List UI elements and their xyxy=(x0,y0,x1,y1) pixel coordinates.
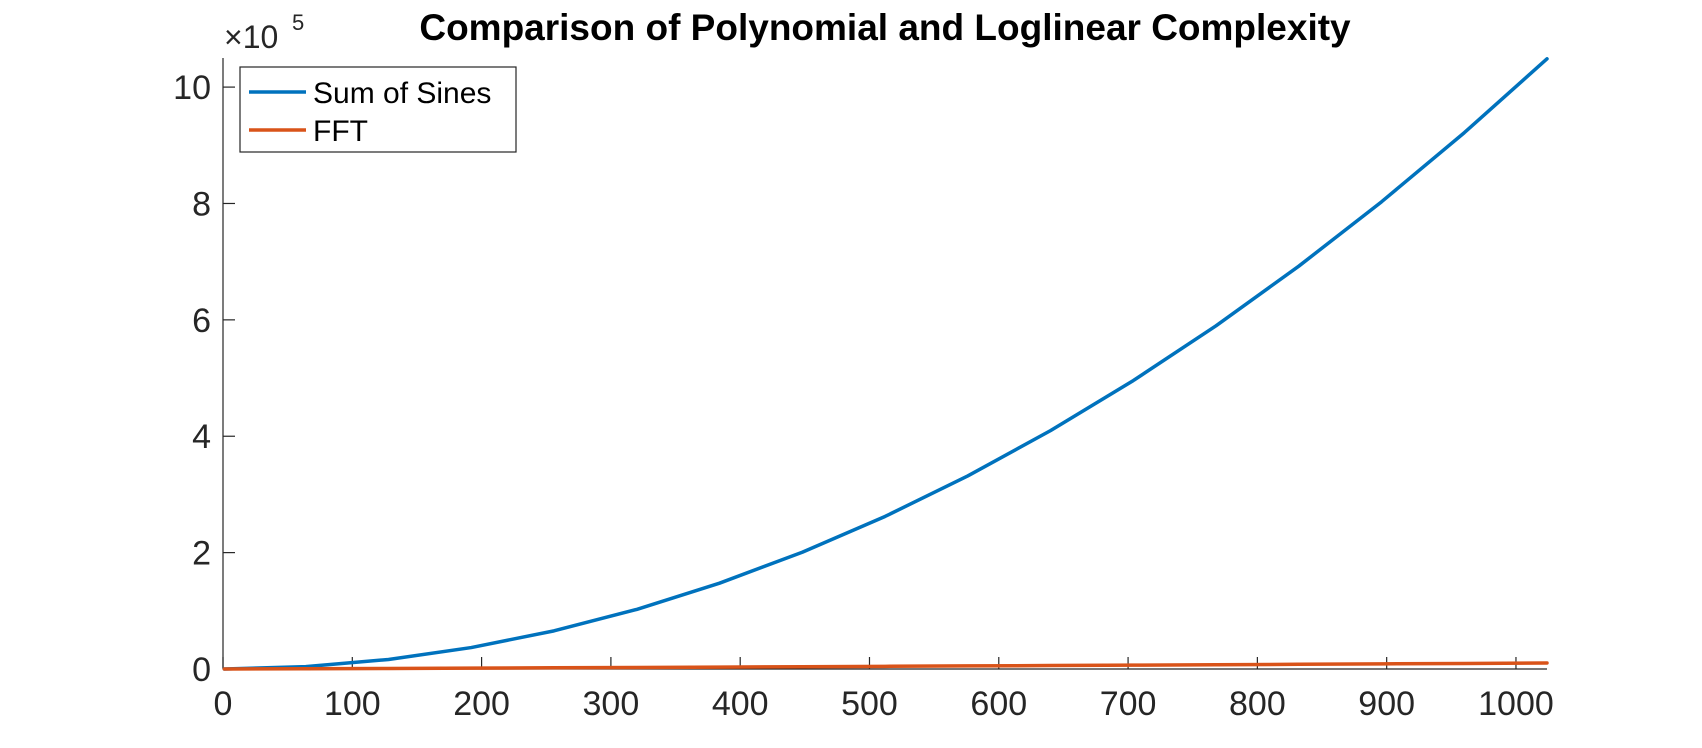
legend-label-fft: FFT xyxy=(313,115,368,148)
legend-label-sum-of-sines: Sum of Sines xyxy=(313,77,491,110)
axes: 0 100 200 300 400 500 600 700 800 900 1000 0 2 4 6 8 10 xyxy=(173,58,1554,723)
legend: Sum of Sines FFT xyxy=(239,66,517,153)
y-tick-label: 6 xyxy=(192,302,211,340)
x-tick-label: 1000 xyxy=(1478,685,1554,723)
legend-box xyxy=(239,66,517,153)
x-tick-label: 700 xyxy=(1100,685,1157,723)
x-tick-label: 200 xyxy=(453,685,510,723)
y-tick-label: 0 xyxy=(192,651,211,689)
x-tick-label: 600 xyxy=(970,685,1027,723)
x-tick-label: 100 xyxy=(324,685,381,723)
x-tick-label: 800 xyxy=(1229,685,1286,723)
y-axis-exponent: ×10 5 xyxy=(224,10,304,55)
y-tick-label: 4 xyxy=(192,418,211,456)
y-tick-label: 2 xyxy=(192,535,211,573)
x-tick-label: 400 xyxy=(712,685,769,723)
x-tick-label: 900 xyxy=(1358,685,1415,723)
chart-title: Comparison of Polynomial and Loglinear C… xyxy=(419,7,1351,48)
y-axis-exponent-power: 5 xyxy=(292,10,304,35)
x-tick-label: 300 xyxy=(583,685,640,723)
series-layer xyxy=(222,57,1549,671)
y-axis-exponent-base: ×10 xyxy=(224,19,278,55)
series-line-sum-of-sines xyxy=(222,57,1549,671)
y-tick-label: 8 xyxy=(192,185,211,223)
series-line-fft xyxy=(222,661,1549,671)
x-tick-label: 0 xyxy=(214,685,233,723)
x-tick-label: 500 xyxy=(841,685,898,723)
y-tick-label: 10 xyxy=(173,69,211,107)
